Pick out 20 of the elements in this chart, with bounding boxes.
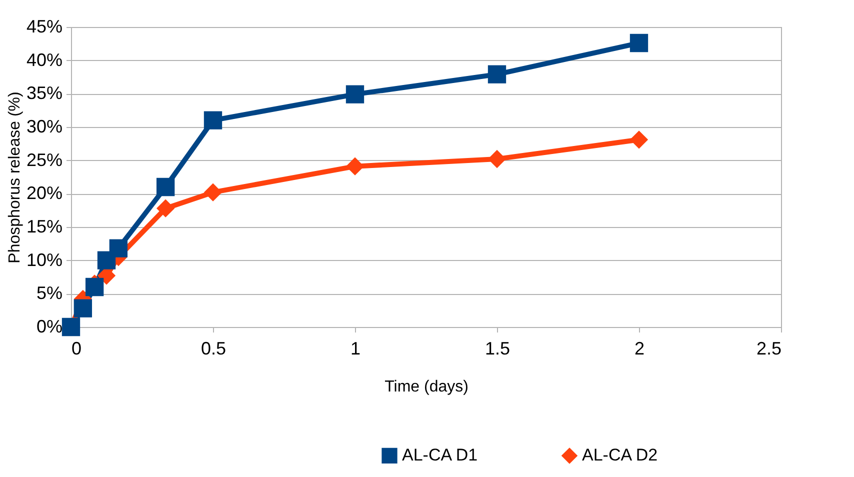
x-tick-label: 0.5 [200, 338, 226, 358]
x-tick-label: 2 [634, 338, 645, 358]
x-tick-label: 0 [72, 338, 82, 358]
y-tick-label: 40% [26, 50, 62, 70]
y-tick-label: 20% [26, 183, 62, 204]
y-tick-label: 45% [26, 16, 62, 36]
legend-label: AL-CA D2 [582, 446, 658, 465]
legend-label: AL-CA D1 [402, 446, 478, 465]
x-tick-label: 1 [350, 338, 361, 358]
y-tick-label: 10% [26, 250, 62, 270]
y-axis-title: Phosphorus release (%) [6, 92, 24, 264]
x-tick-label: 2.5 [756, 338, 782, 358]
x-axis-title: Time (days) [384, 378, 468, 396]
y-tick-label: 30% [26, 116, 62, 136]
y-tick-label: 5% [36, 283, 62, 304]
y-tick-label: 25% [26, 150, 62, 170]
y-tick-label: 35% [26, 83, 62, 104]
y-tick-label: 0% [36, 316, 62, 336]
y-tick-label: 15% [26, 216, 62, 236]
x-tick-label: 1.5 [484, 338, 510, 358]
